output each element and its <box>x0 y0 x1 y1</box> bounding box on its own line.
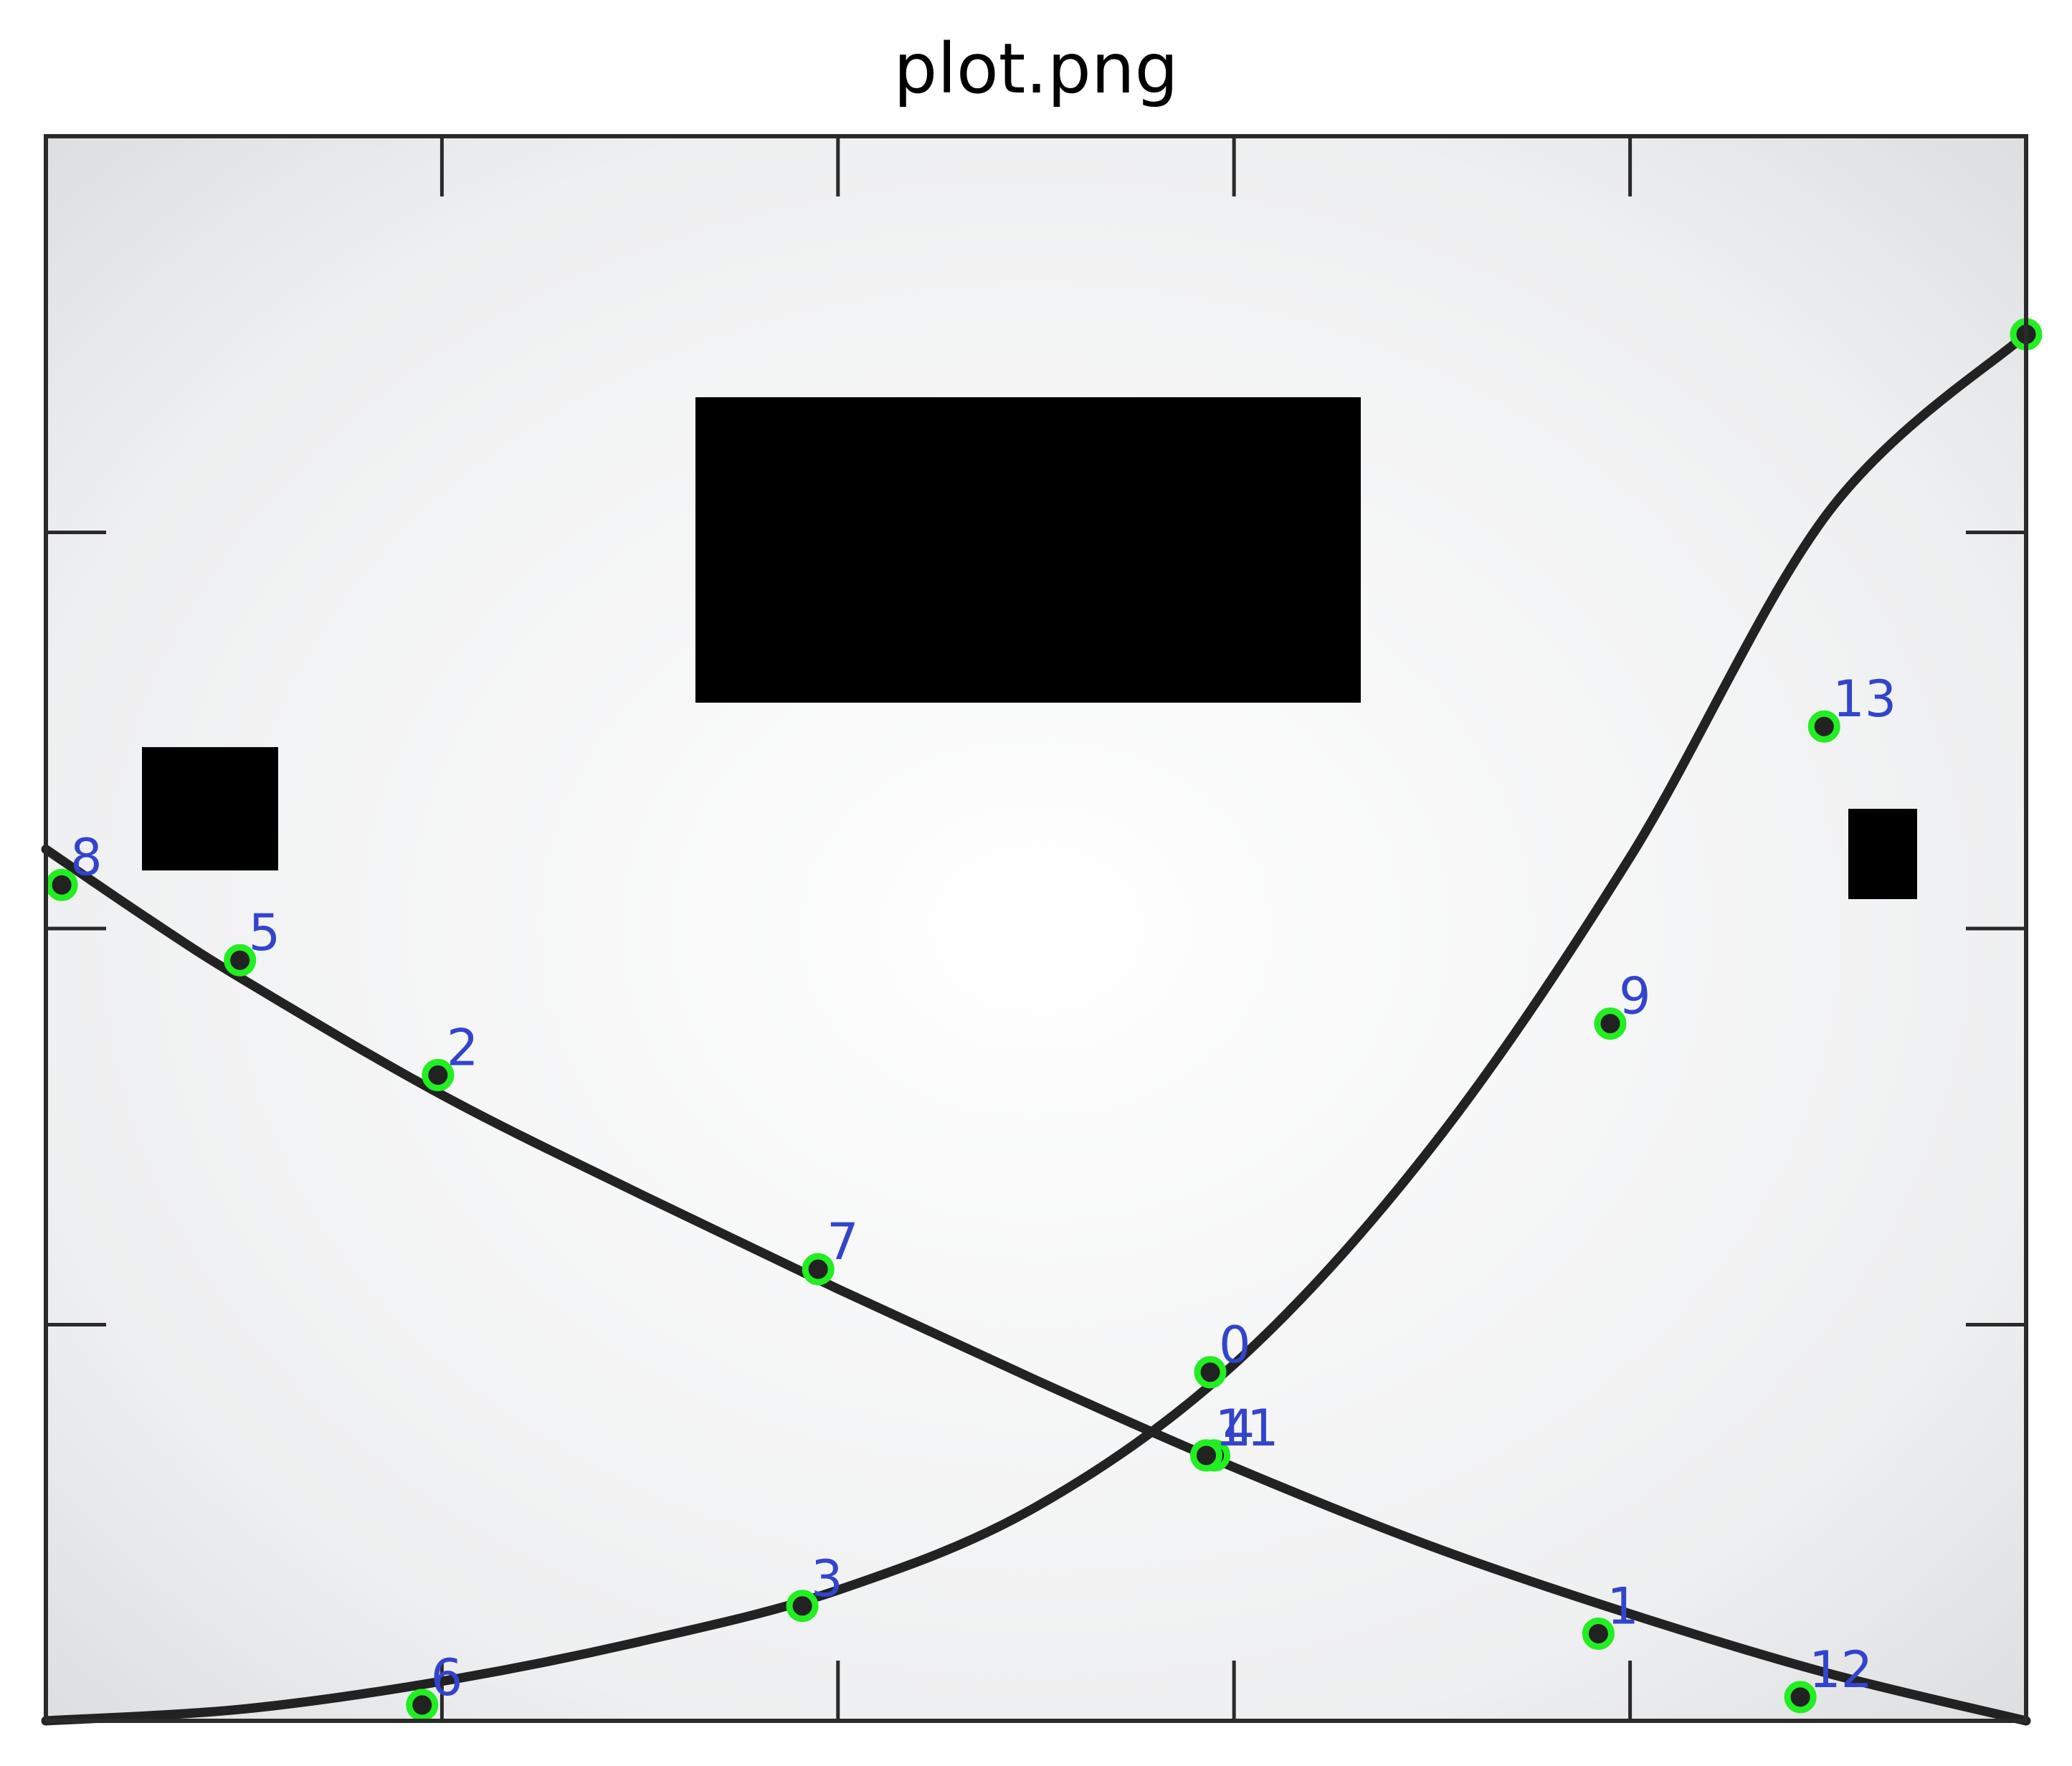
data-point-marker <box>1807 710 1840 743</box>
occlusion-box-left <box>142 747 278 870</box>
point-label: 0 <box>1219 1316 1251 1375</box>
point-label: 7 <box>827 1212 859 1271</box>
data-point-marker <box>45 868 78 901</box>
point-label: 12 <box>1809 1641 1873 1699</box>
data-point-marker <box>1784 1681 1817 1714</box>
tick-marks <box>46 136 2026 1721</box>
point-label: 8 <box>70 828 103 887</box>
point-label: 3 <box>811 1549 843 1608</box>
point-label: 6 <box>431 1648 463 1707</box>
point-label: 2 <box>447 1018 479 1077</box>
data-point-marker <box>1594 1007 1627 1040</box>
series-line-increasing <box>41 329 2031 1726</box>
point-label: 4 <box>1223 1399 1255 1458</box>
plot-frame <box>44 134 2028 1723</box>
series-line-decreasing <box>41 845 2031 1726</box>
data-point-marker <box>224 944 257 977</box>
data-point-marker <box>1582 1617 1615 1650</box>
plot-area <box>46 136 2026 1721</box>
point-label: 13 <box>1833 670 1896 728</box>
occlusion-box-right <box>1848 809 1917 899</box>
occlusion-box-large <box>695 397 1361 703</box>
point-label: 9 <box>1619 967 1651 1026</box>
data-point-marker <box>406 1689 439 1722</box>
data-point-marker <box>1190 1439 1223 1472</box>
data-point-marker <box>1194 1356 1227 1389</box>
point-label: 11 <box>1215 1399 1279 1458</box>
curves <box>41 329 2031 1726</box>
data-point-marker <box>802 1253 835 1286</box>
point-label: 5 <box>249 903 281 962</box>
data-point-marker <box>422 1058 455 1091</box>
point-label: 1 <box>1607 1577 1639 1636</box>
figure-title: plot.png <box>893 29 1179 109</box>
data-point-marker <box>786 1590 819 1623</box>
